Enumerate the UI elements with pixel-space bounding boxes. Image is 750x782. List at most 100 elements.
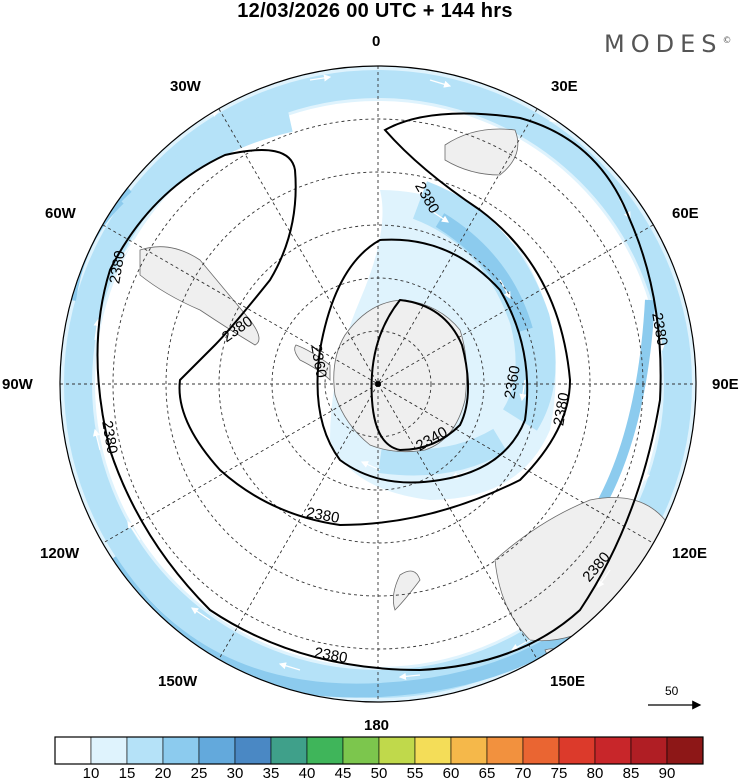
colorbar-cell: [90, 736, 128, 765]
meridian-30w-150e: [218, 108, 538, 660]
wind-vector: [93, 318, 101, 341]
brand-copyright-mark: ©: [722, 36, 732, 46]
northwest-jet-band: [121, 108, 293, 219]
colorbar-cell: [162, 736, 200, 765]
map-border: [59, 65, 697, 703]
colorbar-label: 20: [154, 765, 172, 782]
colorbar-label: 50: [370, 765, 388, 782]
southern-africa: [444, 128, 519, 176]
inner-jet-core: [435, 213, 533, 333]
wind-vector: [360, 461, 381, 471]
colorbar-label: 70: [514, 765, 532, 782]
map-title: 12/03/2026 00 UTC + 144 hrs: [237, 0, 513, 22]
colorbar-frame: [54, 736, 704, 765]
contour-2340: [370, 298, 469, 452]
wind-vector: [309, 74, 332, 82]
contour-label: 2380: [648, 311, 671, 347]
south-pole-marker: [375, 381, 381, 387]
colorbar-cell: [378, 736, 416, 765]
brand-logo: MODES©: [604, 30, 731, 58]
contour-label: 2360: [307, 343, 330, 379]
colorbar-cell: [54, 736, 92, 765]
wind-vector: [119, 239, 136, 261]
colorbar-label: 90: [658, 765, 676, 782]
lon-label-150e: 150E: [550, 673, 586, 690]
meridian-60w-120e: [102, 224, 654, 544]
lon-label-120e: 120E: [672, 545, 708, 562]
wind-vector: [429, 209, 449, 223]
map-disk: 2380 2380 2380 2380 2380 2380 2380 2380 …: [60, 66, 696, 702]
contour-2360: [316, 238, 529, 484]
colorbar-label: 40: [298, 765, 316, 782]
lon-label-60e: 60E: [672, 205, 699, 222]
south-america: [139, 246, 260, 346]
lon-label-120w: 120W: [40, 545, 80, 562]
colorbar-label: 45: [334, 765, 352, 782]
colorbar-cell: [594, 736, 632, 765]
colorbar-label: 25: [190, 765, 208, 782]
colorbar-label: 75: [550, 765, 568, 782]
colorbar: [54, 736, 704, 765]
colorbar-cell: [342, 736, 380, 765]
lon-label-60w: 60W: [45, 205, 76, 222]
contour-label: 2360: [501, 364, 524, 400]
colorbar-cell: [306, 736, 344, 765]
wind-vector: [398, 672, 421, 680]
wind-vector: [519, 379, 527, 402]
colorbar-label: 65: [478, 765, 496, 782]
lon-label-90e: 90E: [712, 376, 739, 393]
colorbar-label: 30: [226, 765, 244, 782]
colorbar-cell: [666, 736, 704, 765]
meridian-30e-150w: [218, 108, 538, 660]
colorbar-cell: [126, 736, 164, 765]
wind-vector: [642, 459, 651, 482]
latitude-circle: [324, 330, 432, 438]
antarctic-peninsula: [294, 344, 331, 381]
lon-label-30e: 30E: [551, 78, 578, 95]
wind-vector: [92, 428, 101, 451]
meridian-60e-120w: [102, 224, 654, 544]
colorbar-label: 35: [262, 765, 280, 782]
contour-label: 2380: [106, 249, 129, 285]
contour-label: 2380: [313, 644, 349, 667]
reference-vector-label: 50: [665, 684, 679, 698]
colorbar-label: 55: [406, 765, 424, 782]
tasmania: [544, 648, 566, 663]
wind-vector: [429, 79, 452, 88]
colorbar-cell: [198, 736, 236, 765]
lon-label-30w: 30W: [170, 78, 201, 95]
wind-vector: [597, 569, 611, 588]
wind-vector: [278, 662, 301, 671]
colorbar-label: 60: [442, 765, 460, 782]
lon-label-90w: 90W: [2, 376, 33, 393]
colorbar-label: 10: [82, 765, 100, 782]
colorbar-cell: [414, 736, 452, 765]
wind-vector: [510, 639, 531, 651]
colorbar-cell: [234, 736, 272, 765]
lon-label-0: 0: [372, 33, 381, 50]
colorbar-label: 85: [622, 765, 640, 782]
colorbar-cell: [486, 736, 524, 765]
colorbar-cell: [630, 736, 668, 765]
lon-label-180: 180: [364, 717, 390, 734]
wind-vector: [191, 607, 211, 621]
wind-vector: [657, 329, 665, 352]
inner-jet-south: [378, 428, 507, 476]
contour-label: 2380: [98, 419, 121, 455]
colorbar-label: 80: [586, 765, 604, 782]
colorbar-label: 15: [118, 765, 136, 782]
contour-2380: [96, 112, 662, 672]
contour-label: 2380: [305, 504, 341, 527]
brand-name: MODES: [604, 30, 723, 58]
height-contours: [96, 112, 662, 672]
colorbar-cell: [558, 736, 596, 765]
lon-label-150w: 150W: [158, 673, 198, 690]
colorbar-cell: [450, 736, 488, 765]
colorbar-cell: [522, 736, 560, 765]
colorbar-labels: 10 15 20 25 30 35 40 45 50 55 60 65 70 75 80 85 90: [0, 765, 750, 782]
colorbar-cells: [54, 736, 704, 765]
wind-vector: [127, 521, 141, 541]
new-zealand: [392, 570, 421, 611]
colorbar-cell: [270, 736, 308, 765]
